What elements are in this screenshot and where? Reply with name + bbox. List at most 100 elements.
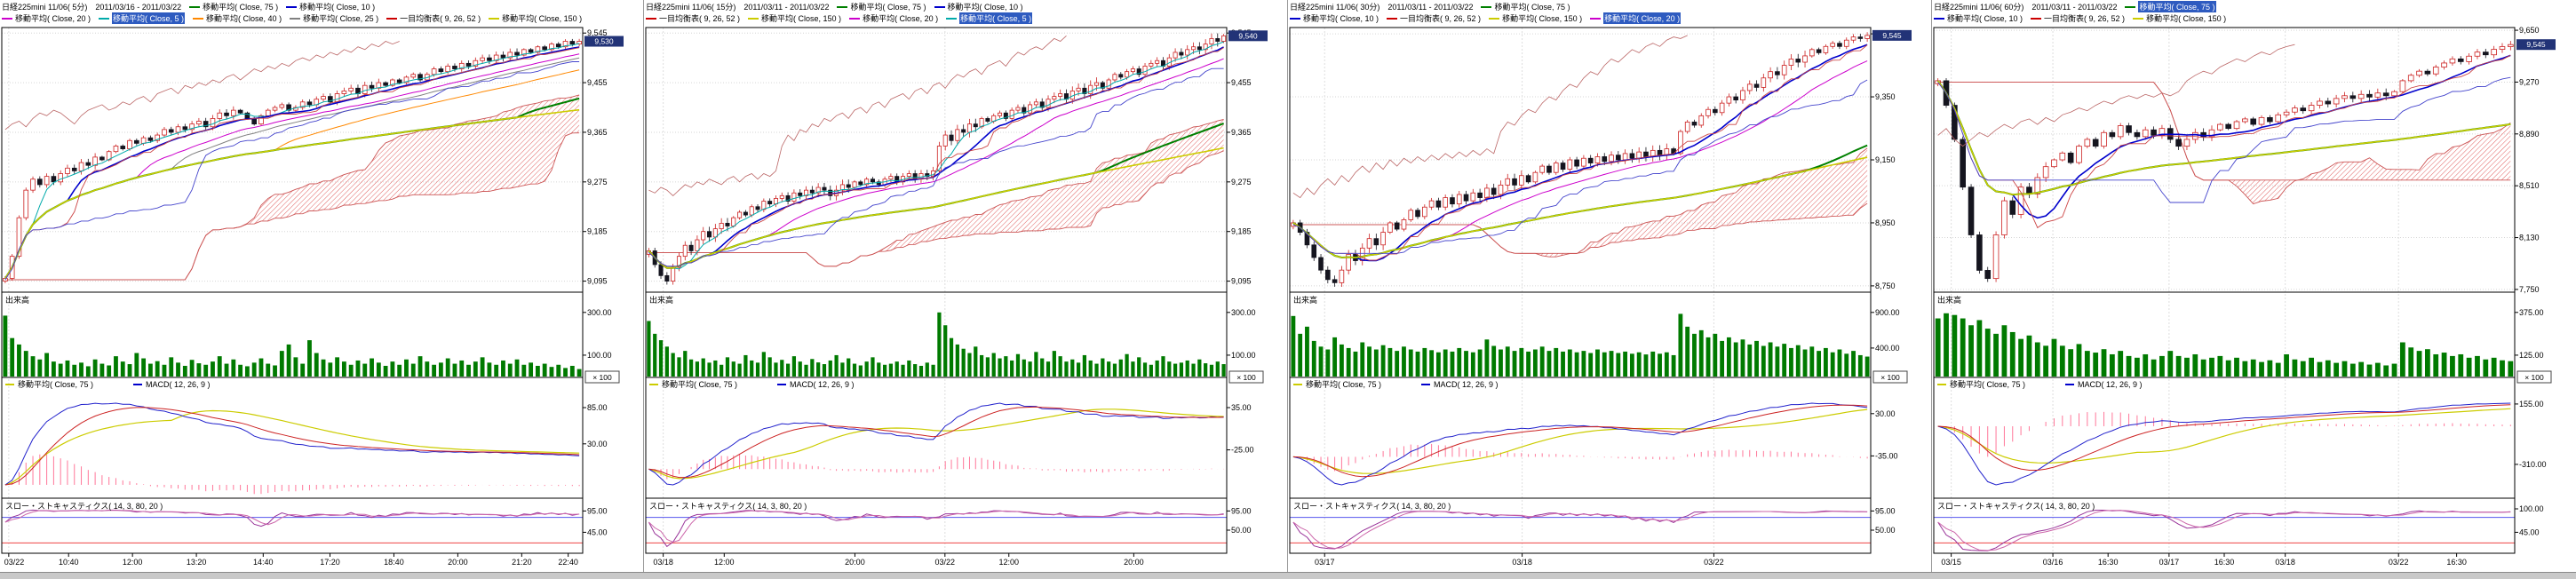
macd-tick-label: 85.00: [587, 403, 608, 412]
price-tick-label: 7,750: [2519, 285, 2540, 294]
time-axis-label: 03/16: [2043, 558, 2063, 567]
volume-tick-label: 100.00: [1231, 351, 1256, 360]
macd-tick-label: -35.00: [1875, 451, 1898, 460]
time-axis-label: 20:00: [1124, 558, 1144, 567]
time-axis-label: 16:30: [2098, 558, 2119, 567]
macd-histogram: [1945, 411, 2511, 457]
scale-badge-box: [1228, 370, 1264, 384]
macd-label: MACD( 12, 26, 9 ): [790, 380, 855, 389]
ichimoku-cloud: [4, 94, 580, 281]
volume-bars: [3, 315, 582, 377]
legend-item[interactable]: 移動平均( Close, 25 ): [290, 12, 378, 24]
legend-item[interactable]: 移動平均( Close, 10 ): [934, 1, 1023, 12]
price-tick-label: 9,365: [587, 128, 608, 137]
price-tick-label: 9,095: [587, 277, 608, 286]
panel-title: 日経225mini 11/06( 60分): [1934, 3, 2024, 12]
volume-bars: [1291, 313, 1870, 377]
legend-swatch: [489, 17, 500, 20]
panel-header: 日経225mini 11/06( 5分) 2011/03/16 - 2011/03…: [0, 0, 643, 26]
legend-item[interactable]: 移動平均( Close, 10 ): [286, 1, 375, 12]
legend-swatch: [286, 5, 298, 8]
legend-swatch: [1481, 5, 1492, 8]
legend-item[interactable]: 一目均衡表( 9, 26, 52 ): [2031, 12, 2125, 24]
legend-item[interactable]: 移動平均( Close, 75 ): [189, 1, 278, 12]
legend-swatch: [1387, 17, 1398, 20]
legend-row-1: 日経225mini 11/06( 60分) 2011/03/11 - 2011/0…: [1934, 1, 2574, 12]
time-axis-label: 16:30: [2446, 558, 2467, 567]
legend-item[interactable]: 移動平均( Close, 10 ): [1934, 12, 2023, 24]
legend-item[interactable]: 移動平均( Close, 150 ): [2133, 12, 2226, 24]
macd-label: MACD( 12, 26, 9 ): [1434, 380, 1499, 389]
stoch-tick-label: 95.00: [587, 506, 608, 515]
volume-section-label: 出来高: [1293, 295, 1317, 305]
legend-item[interactable]: 移動平均( Close, 20 ): [1590, 12, 1682, 24]
time-axis-label: 03/17: [2159, 558, 2180, 567]
legend-swatch: [193, 17, 204, 20]
scale-badge: × 100: [592, 373, 612, 382]
ichimoku-cloud: [648, 119, 1224, 266]
legend-item[interactable]: 移動平均( Close, 75 ): [1481, 1, 1570, 12]
panel-title: 日経225mini 11/06( 15分): [646, 3, 736, 12]
price-tick-label: 8,510: [2519, 181, 2540, 190]
window-bottom-bar: [0, 572, 2576, 579]
legend-item[interactable]: 移動平均( Close, 20 ): [849, 12, 938, 24]
time-axis-label: 12:00: [123, 558, 143, 567]
chart-panel-15min: 日経225mini 11/06( 15分) 2011/03/11 - 2011/0…: [644, 0, 1288, 572]
legend-item[interactable]: 移動平均( Close, 150 ): [489, 12, 582, 24]
chart-canvas-5min[interactable]: 9,545 9,455 9,365 9,275 9,185 9,095 300.00 100.…: [0, 26, 642, 573]
price-tick-label: 9,650: [2519, 26, 2540, 35]
legend-item[interactable]: 移動平均( Close, 150 ): [1489, 12, 1582, 24]
price-tick-label: 8,950: [1875, 218, 1896, 227]
legend-swatch: [946, 17, 958, 20]
legend-item[interactable]: 移動平均( Close, 5 ): [946, 12, 1033, 24]
legend-row-2: 移動平均( Close, 20 ) 移動平均( Close, 5 ) 移動平均( C…: [2, 12, 641, 24]
volume-bars: [1935, 313, 2514, 377]
time-axis-label: 03/17: [1315, 558, 1335, 567]
time-axis-label: 22:40: [558, 558, 578, 567]
time-axis-label: 03/15: [1941, 558, 1961, 567]
time-axis-label: 14:40: [253, 558, 274, 567]
price-tick-label: 9,545: [587, 28, 608, 37]
legend-row-2: 移動平均( Close, 10 ) 一目均衡表( 9, 26, 52 ) 移動平均(…: [1934, 12, 2574, 24]
legend-swatch: [1934, 17, 1944, 20]
legend-item[interactable]: 一目均衡表( 9, 26, 52 ): [386, 12, 481, 24]
legend-item[interactable]: 移動平均( Close, 75 ): [2125, 1, 2216, 12]
price-tick-label: 9,455: [1231, 78, 1252, 87]
last-price-tag: [584, 36, 624, 47]
last-price-value: 9,545: [2526, 40, 2546, 49]
price-tick-label: 8,130: [2519, 234, 2540, 242]
chart-canvas-15min[interactable]: 9,5459,4559,3659,2759,1859,095300.00100.…: [644, 26, 1286, 573]
legend-item[interactable]: 移動平均( Close, 150 ): [748, 12, 841, 24]
macd-tick-label: 35.00: [1231, 403, 1252, 412]
legend-item[interactable]: 移動平均( Close, 75 ): [837, 1, 926, 12]
legend-swatch: [837, 5, 848, 8]
chart-canvas-30min[interactable]: 9,5509,3509,1508,9508,750900.00400.0030.…: [1288, 26, 1930, 573]
legend-swatch: [189, 5, 201, 8]
legend-item[interactable]: 移動平均( Close, 40 ): [193, 12, 282, 24]
volume-tick-label: 400.00: [1875, 344, 1900, 353]
stoch-tick-label: 50.00: [1231, 526, 1252, 535]
chart-canvas-60min[interactable]: 9,650 9,270 8,890 8,510 8,130 7,750 375.00 125.…: [1932, 26, 2574, 573]
legend-item[interactable]: 一目均衡表( 9, 26, 52 ): [646, 12, 740, 24]
legend-item[interactable]: 移動平均( Close, 20 ): [2, 12, 91, 24]
time-axis-label: 13:20: [187, 558, 207, 567]
legend-swatch: [386, 17, 398, 20]
price-tick-label: 8,750: [1875, 282, 1896, 290]
panel-title: 日経225mini 11/06( 30分): [1290, 3, 1380, 12]
chart-panel-60min: 日経225mini 11/06( 60分) 2011/03/11 - 2011/0…: [1932, 0, 2576, 572]
time-axis-label: 12:00: [998, 558, 1019, 567]
legend-row-2: 移動平均( Close, 10 ) 一目均衡表( 9, 26, 52 ) 移動平均(…: [1290, 12, 1929, 24]
volume-tick-label: 125.00: [2519, 351, 2544, 360]
legend-item[interactable]: 移動平均( Close, 10 ): [1290, 12, 1379, 24]
volume-section-label: 出来高: [1937, 295, 1961, 305]
legend-item[interactable]: 移動平均( Close, 5 ): [99, 12, 186, 24]
time-axis-label: 17:20: [320, 558, 340, 567]
legend-item[interactable]: 一目均衡表( 9, 26, 52 ): [1387, 12, 1481, 24]
legend-swatch: [748, 17, 759, 20]
price-tick-label: 9,150: [1875, 155, 1896, 164]
time-axis-label: 20:00: [845, 558, 865, 567]
legend-swatch: [1590, 17, 1602, 20]
price-tick-label: 9,275: [1231, 178, 1252, 186]
legend-swatch: [99, 17, 110, 20]
